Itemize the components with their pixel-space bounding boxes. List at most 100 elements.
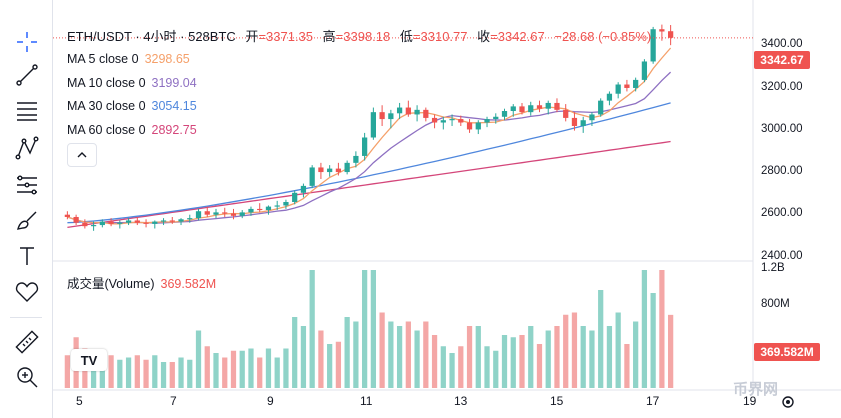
volume-bar <box>668 314 674 388</box>
volume-bar <box>493 350 499 388</box>
volume-bar <box>134 355 140 388</box>
chevron-up-icon <box>77 152 87 158</box>
x-tick-17: 17 <box>646 394 660 408</box>
collapse-legend-button[interactable] <box>67 143 97 167</box>
candle-body <box>519 106 525 113</box>
candle-body <box>309 167 315 186</box>
volume-bar <box>125 357 132 388</box>
candle-body <box>283 202 289 206</box>
volume-bar <box>204 346 210 388</box>
zoom-icon[interactable] <box>12 362 42 392</box>
candle-body <box>204 211 210 215</box>
ma5-value: 3298.65 <box>144 52 190 66</box>
tradingview-logo[interactable]: TV <box>71 349 107 371</box>
candle-body <box>493 116 499 120</box>
candle-body <box>73 216 79 223</box>
candle-body <box>344 162 350 173</box>
ruler-icon[interactable] <box>12 327 42 357</box>
candle-body <box>362 137 368 156</box>
gear-icon[interactable] <box>780 394 796 410</box>
candle-body <box>292 192 298 203</box>
candle-body <box>589 114 595 121</box>
volume-bar <box>222 357 228 388</box>
candle-body <box>650 29 656 62</box>
candlestick-chart[interactable] <box>53 0 841 418</box>
candle-body <box>668 31 674 38</box>
x-tick-5: 5 <box>76 394 83 408</box>
volume-bar <box>440 346 446 388</box>
x-tick-19: 19 <box>743 394 757 408</box>
volume-bar <box>230 350 237 388</box>
pitchfork-icon[interactable] <box>12 133 42 163</box>
watermark: 币界网 <box>733 381 779 398</box>
candle-body <box>431 117 438 123</box>
candle-body <box>152 221 158 224</box>
x-tick-7: 7 <box>170 394 177 408</box>
price-tick-2400: 2400.00 <box>761 250 803 262</box>
volume-bar <box>536 344 543 388</box>
ma60-legend: MA 60 close 0 2892.75 <box>67 123 197 137</box>
volume-bar <box>484 346 490 388</box>
candle-body <box>458 119 464 123</box>
last-price-tag: 3342.67 <box>754 51 810 69</box>
volume-bar <box>178 357 184 388</box>
volume-bar <box>405 321 411 388</box>
candle-body <box>143 222 149 224</box>
volume-bar <box>633 321 639 388</box>
volume-bar <box>580 326 586 388</box>
volume-tick-1.2b: 1.2B <box>761 262 785 274</box>
volume-legend: 成交量(Volume) 369.582M <box>67 273 216 292</box>
volume-value: 369.582M <box>160 277 217 291</box>
candle-body <box>484 119 490 123</box>
volume-bar <box>239 350 245 388</box>
volume-label: 成交量(Volume) <box>67 277 155 291</box>
horizontal-lines-icon[interactable] <box>12 95 42 125</box>
heart-icon[interactable] <box>12 277 42 307</box>
x-tick-13: 13 <box>454 394 468 408</box>
low-value: =3310.77 <box>412 29 468 44</box>
volume-bar <box>414 330 420 388</box>
volume-bar <box>510 337 516 388</box>
candle-body <box>195 211 202 219</box>
volume-bar <box>641 270 648 388</box>
change-value: −28.68 (−0.85%) <box>554 29 652 44</box>
candle-body <box>353 155 359 163</box>
volume-bar <box>519 335 525 388</box>
candle-body <box>274 205 280 207</box>
volume-bar <box>362 270 368 388</box>
candle-body <box>82 222 88 227</box>
volume-bar <box>353 321 359 388</box>
candle-body <box>440 120 446 123</box>
candle-body <box>108 221 114 224</box>
ma30-line <box>67 102 671 224</box>
volume-tag: 369.582M <box>754 343 820 361</box>
candle-body <box>571 117 578 126</box>
volume-bar <box>300 326 307 388</box>
candle-body <box>536 105 543 109</box>
chart-area[interactable]: ETH/USDT · 4小时 · 528BTC 开=3371.35 高=3398… <box>53 0 841 418</box>
trend-line-icon[interactable] <box>12 60 42 90</box>
volume-bar <box>152 355 158 388</box>
volume-bar <box>160 362 167 388</box>
text-icon[interactable] <box>12 241 42 271</box>
volume-bar <box>318 330 324 388</box>
volume-bar <box>213 353 219 388</box>
price-tick-3200: 3200.00 <box>761 81 803 93</box>
volume-bar <box>108 355 114 388</box>
candle-body <box>449 119 455 121</box>
fib-icon[interactable] <box>12 170 42 200</box>
brush-icon[interactable] <box>12 206 42 236</box>
volume-bar <box>327 344 333 388</box>
candle-body <box>125 220 132 223</box>
candle-body <box>545 102 551 109</box>
candle-body <box>606 93 613 101</box>
candle-body <box>528 105 534 113</box>
volume-bar <box>143 359 149 388</box>
candle-body <box>239 212 245 216</box>
price-tick-3400: 3400.00 <box>761 38 803 50</box>
candle-body <box>414 109 420 115</box>
crosshair-icon[interactable] <box>12 27 42 57</box>
candle-body <box>580 120 586 126</box>
volume-bar <box>659 270 665 388</box>
drawing-toolbar <box>0 0 53 418</box>
